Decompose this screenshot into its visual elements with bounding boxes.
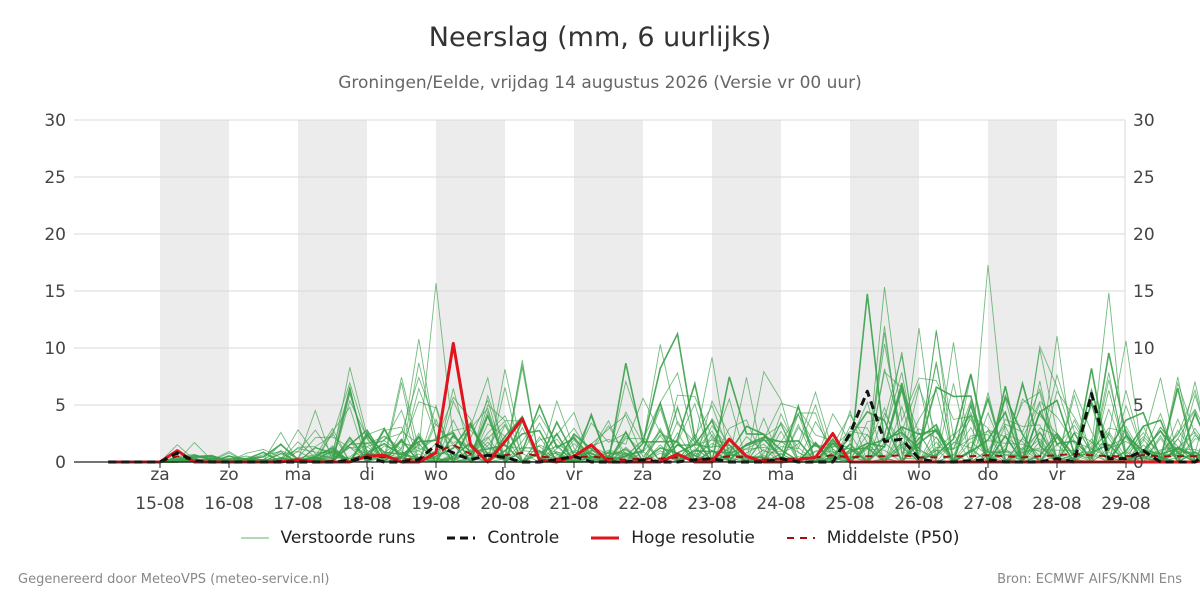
legend-control-label: Controle: [487, 528, 560, 548]
x-tick-date: 26-08: [894, 494, 943, 514]
y-tick-label-right: 10: [1133, 339, 1155, 359]
x-tick-date: 23-08: [687, 494, 736, 514]
axes: 0 0 5 5 10 10 15 15 20 20 25 25 30 30 za 15-08 zo 16-08 ma…: [44, 111, 1154, 514]
x-tick-day: di: [842, 465, 858, 485]
footer-generated-by: Gegenereerd door MeteoVPS (meteo-service…: [18, 572, 330, 587]
x-tick-day: vr: [1048, 465, 1065, 485]
x-tick-day: do: [977, 465, 998, 485]
x-tick-day: do: [494, 465, 515, 485]
legend-median-swatch: [786, 537, 815, 539]
legend-ensemble-swatch: [240, 537, 269, 539]
x-tick-day: ma: [285, 465, 312, 485]
x-tick-day: zo: [219, 465, 238, 485]
legend-median-label: Middelste (P50): [826, 528, 960, 548]
x-tick-date: 16-08: [204, 494, 253, 514]
y-tick-label-left: 15: [44, 282, 66, 302]
y-tick-label-right: 20: [1133, 225, 1155, 245]
y-tick-label-left: 5: [55, 396, 66, 416]
x-tick-date: 17-08: [273, 494, 322, 514]
x-tick-date: 21-08: [549, 494, 598, 514]
x-tick-date: 24-08: [756, 494, 805, 514]
x-tick-date: 22-08: [618, 494, 667, 514]
legend: Verstoorde runs Controle Hoge resolutie …: [0, 528, 1200, 548]
legend-control-swatch: [447, 536, 476, 540]
legend-ensemble-label: Verstoorde runs: [280, 528, 416, 548]
x-tick-date: 29-08: [1101, 494, 1150, 514]
x-tick-date: 25-08: [825, 494, 874, 514]
grid-lines: [74, 119, 1126, 462]
y-tick-label-left: 10: [44, 339, 66, 359]
y-tick-label-right: 30: [1133, 111, 1155, 131]
chart-subtitle: Groningen/Eelde, vrijdag 14 augustus 202…: [338, 73, 862, 93]
x-tick-day: za: [633, 465, 652, 485]
x-tick-date: 20-08: [480, 494, 529, 514]
legend-hires-swatch: [591, 536, 620, 540]
x-tick-day: za: [150, 465, 169, 485]
footer-source: Bron: ECMWF AIFS/KNMI Ens: [997, 572, 1182, 587]
x-tick-day: ma: [768, 465, 795, 485]
y-tick-label-left: 20: [44, 225, 66, 245]
y-tick-label-left: 30: [44, 111, 66, 131]
x-tick-date: 15-08: [135, 494, 184, 514]
x-tick-day: wo: [424, 465, 448, 485]
y-tick-label-right: 15: [1133, 282, 1155, 302]
legend-median: Middelste (P50): [786, 528, 960, 548]
ensemble-member-line: [108, 357, 1200, 464]
y-tick-label-right: 0: [1133, 453, 1144, 473]
y-tick-label-right: 25: [1133, 168, 1155, 188]
x-tick-day: wo: [907, 465, 931, 485]
x-tick-date: 27-08: [963, 494, 1012, 514]
x-tick-date: 28-08: [1032, 494, 1081, 514]
x-tick-date: 19-08: [411, 494, 460, 514]
legend-hires-label: Hoge resolutie: [631, 528, 755, 548]
legend-hires: Hoge resolutie: [591, 528, 755, 548]
x-tick-date: 18-08: [342, 494, 391, 514]
y-tick-label-left: 0: [55, 453, 66, 473]
chart-title: Neerslag (mm, 6 uurlijks): [428, 22, 772, 53]
y-tick-label-left: 25: [44, 168, 66, 188]
legend-ensemble: Verstoorde runs: [240, 528, 416, 548]
y-tick-label-right: 5: [1133, 396, 1144, 416]
x-tick-day: di: [359, 465, 375, 485]
x-tick-day: za: [1116, 465, 1135, 485]
legend-control: Controle: [447, 528, 559, 548]
x-tick-day: vr: [565, 465, 582, 485]
x-tick-day: zo: [702, 465, 721, 485]
